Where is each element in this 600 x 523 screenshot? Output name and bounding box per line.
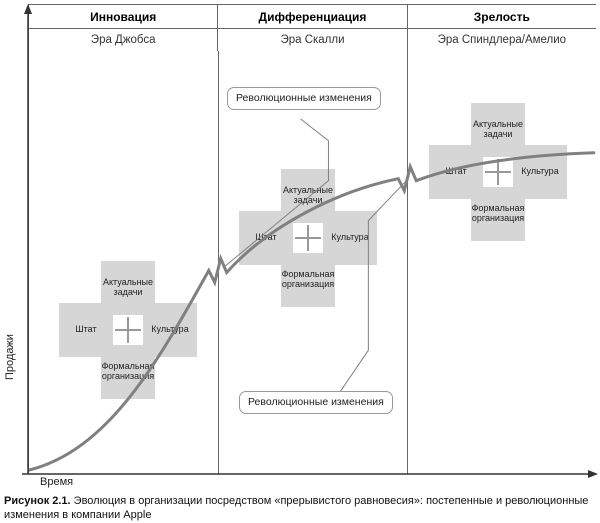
diamond1-bottom: Формальная организация bbox=[101, 345, 155, 399]
col-header-innovation: Инновация bbox=[29, 5, 218, 28]
callout-revolutionary-1: Революционные изменения bbox=[227, 87, 381, 110]
era-jobs: Эра Джобса bbox=[29, 29, 218, 51]
plot-area: Актуальные задачи Штат Культура Формальн… bbox=[29, 51, 596, 474]
diamond2-bottom: Формальная организация bbox=[281, 253, 335, 307]
diamond2-cross-v bbox=[307, 225, 309, 251]
congruence-diamond-2: Актуальные задачи Штат Культура Формальн… bbox=[239, 169, 377, 307]
column-headers: Инновация Дифференциация Зрелость bbox=[29, 5, 596, 29]
x-axis-arrow bbox=[22, 468, 598, 480]
chart-frame: Инновация Дифференциация Зрелость Эра Дж… bbox=[28, 4, 596, 474]
diamond1-cross-v bbox=[127, 317, 129, 343]
col-header-maturity: Зрелость bbox=[408, 5, 596, 28]
era-spindler-amelio: Эра Спиндлера/Амелио bbox=[408, 29, 596, 51]
y-axis-arrow bbox=[22, 4, 34, 474]
diamond3-bottom: Формальная организация bbox=[471, 187, 525, 241]
divider-2 bbox=[407, 51, 408, 474]
congruence-diamond-1: Актуальные задачи Штат Культура Формальн… bbox=[59, 261, 197, 399]
figure-caption: Рисунок 2.1. Эволюция в организации поср… bbox=[4, 494, 596, 523]
era-row: Эра Джобса Эра Скалли Эра Спиндлера/Амел… bbox=[29, 29, 596, 51]
congruence-diamond-3: Актуальные задачи Штат Культура Формальн… bbox=[429, 103, 567, 241]
caption-text: Эволюция в организации посредством «прер… bbox=[4, 495, 588, 521]
era-sculley: Эра Скалли bbox=[218, 29, 407, 51]
col-header-differentiation: Дифференциация bbox=[218, 5, 407, 28]
divider-1 bbox=[218, 51, 219, 474]
diamond3-cross-v bbox=[497, 159, 499, 185]
caption-label: Рисунок 2.1. bbox=[4, 495, 71, 507]
y-axis-label: Продажи bbox=[4, 334, 16, 380]
callout-revolutionary-2: Революционные изменения bbox=[239, 391, 393, 414]
